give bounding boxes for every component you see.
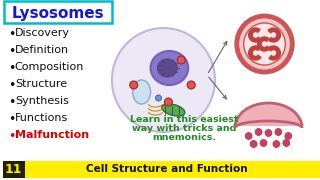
Circle shape <box>250 141 257 147</box>
Text: •: • <box>8 62 15 75</box>
Wedge shape <box>268 28 280 42</box>
FancyBboxPatch shape <box>3 161 320 178</box>
Text: mnemonics.: mnemonics. <box>152 133 216 142</box>
Text: Structure: Structure <box>15 79 67 89</box>
Text: Functions: Functions <box>15 113 68 123</box>
Text: Synthesis: Synthesis <box>15 96 69 106</box>
Text: 11: 11 <box>5 163 23 176</box>
Circle shape <box>112 28 215 132</box>
Circle shape <box>265 129 272 136</box>
FancyBboxPatch shape <box>3 161 25 178</box>
Circle shape <box>187 81 195 89</box>
Text: •: • <box>8 96 15 109</box>
Ellipse shape <box>162 104 185 116</box>
Circle shape <box>156 95 162 101</box>
Text: Cell Structure and Function: Cell Structure and Function <box>85 165 247 174</box>
Text: •: • <box>8 45 15 58</box>
Text: Definition: Definition <box>15 45 69 55</box>
Circle shape <box>255 129 262 136</box>
Circle shape <box>283 140 290 147</box>
Circle shape <box>164 98 172 106</box>
Text: Discovery: Discovery <box>15 28 70 38</box>
Text: •: • <box>8 130 15 143</box>
FancyBboxPatch shape <box>4 1 112 23</box>
Wedge shape <box>249 46 261 60</box>
Text: Malfunction: Malfunction <box>15 130 89 140</box>
Text: •: • <box>8 113 15 126</box>
Text: way with tricks and: way with tricks and <box>132 124 236 133</box>
Wedge shape <box>233 126 304 162</box>
Text: Composition: Composition <box>15 62 84 72</box>
Ellipse shape <box>235 103 302 153</box>
Circle shape <box>130 81 138 89</box>
Text: •: • <box>8 28 15 41</box>
Ellipse shape <box>133 80 150 104</box>
Text: Lysosomes: Lysosomes <box>12 6 105 21</box>
Circle shape <box>177 56 185 64</box>
Wedge shape <box>258 37 270 51</box>
Circle shape <box>244 23 285 65</box>
Wedge shape <box>268 46 280 60</box>
Circle shape <box>273 141 280 147</box>
Text: Learn in this easiest: Learn in this easiest <box>130 115 238 124</box>
Text: •: • <box>8 79 15 92</box>
Wedge shape <box>249 28 261 42</box>
Circle shape <box>275 129 282 136</box>
Ellipse shape <box>157 59 177 77</box>
Circle shape <box>237 16 292 72</box>
Circle shape <box>245 132 252 140</box>
Ellipse shape <box>150 51 188 85</box>
Circle shape <box>285 132 292 140</box>
Circle shape <box>260 140 267 147</box>
